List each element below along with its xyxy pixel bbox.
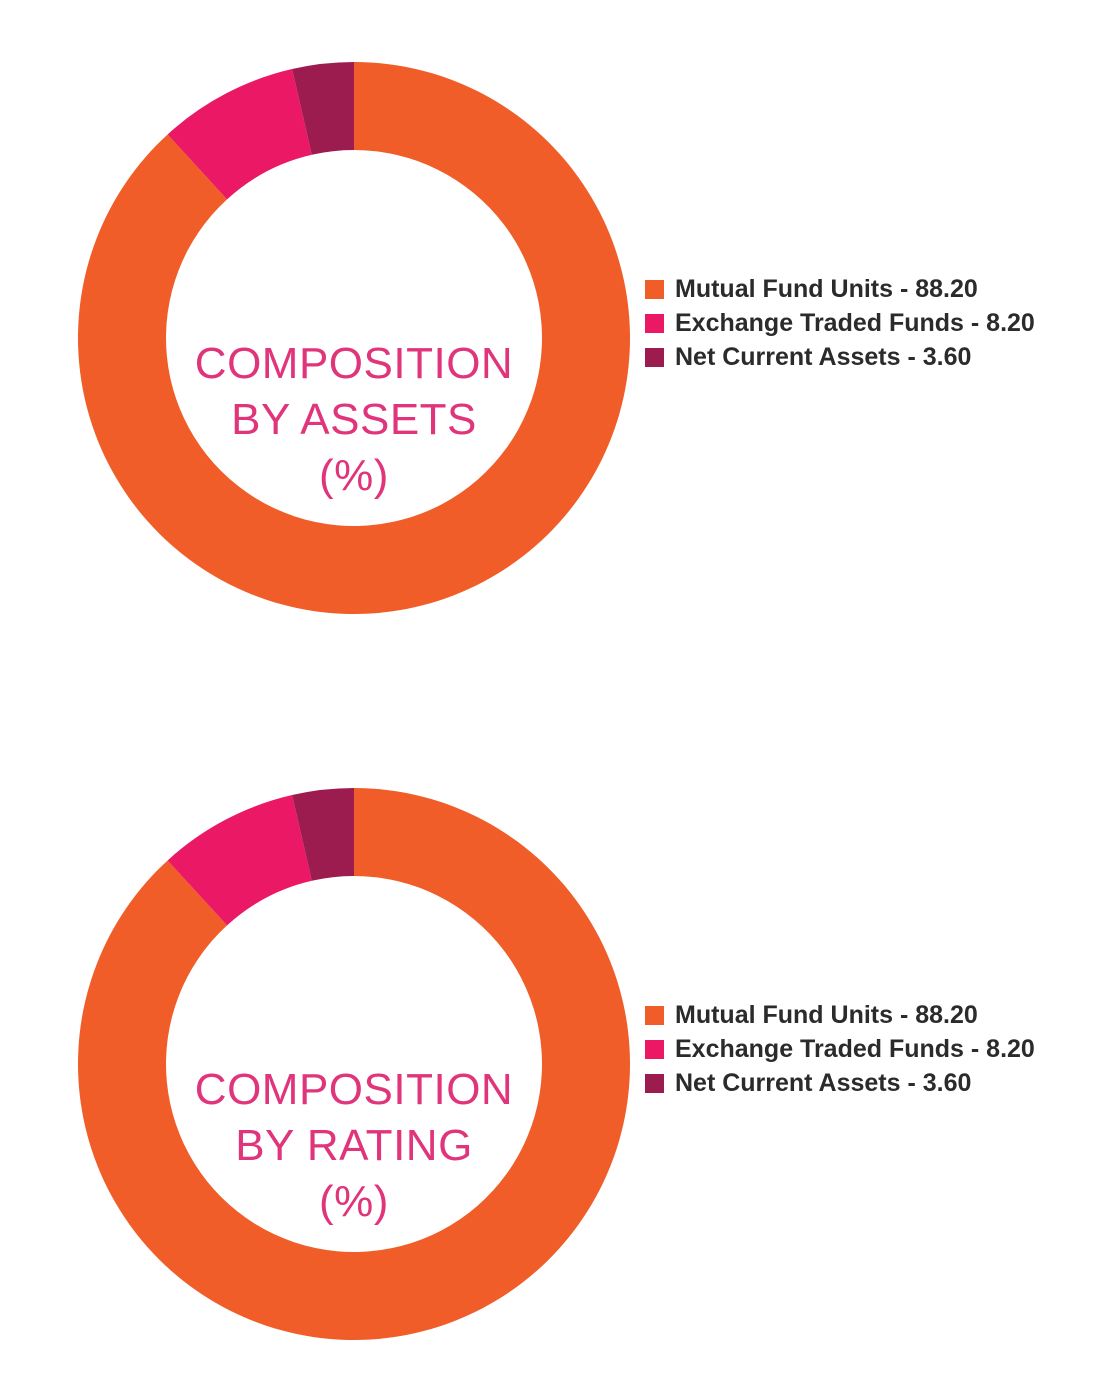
rating-chart-title: COMPOSITION BY RATING (%)	[158, 1062, 550, 1230]
assets-chart-title: COMPOSITION BY ASSETS (%)	[158, 336, 550, 504]
assets-legend-swatch-mutual-fund-units	[645, 279, 664, 299]
assets-legend-label-net-current-assets: Net Current Assets - 3.60	[675, 342, 972, 371]
assets-legend-label-exchange-traded-funds: Exchange Traded Funds - 8.20	[675, 308, 1035, 337]
assets-legend-swatch-exchange-traded-funds	[645, 313, 664, 333]
assets-slice-net-current-assets	[292, 62, 354, 155]
rating-slice-exchange-traded-funds	[167, 795, 312, 926]
composition-by-assets-chart: COMPOSITION BY ASSETS (%) Mutual Fund Un…	[0, 62, 1107, 622]
assets-slice-exchange-traded-funds	[167, 69, 312, 200]
assets-title-line-2: BY ASSETS	[231, 395, 477, 444]
assets-donut-chart	[77, 62, 631, 614]
rating-legend-label-mutual-fund-units: Mutual Fund Units - 88.20	[675, 1000, 978, 1029]
rating-legend-item-exchange-traded-funds: Exchange Traded Funds - 8.20	[645, 1032, 1035, 1066]
rating-legend-label-net-current-assets: Net Current Assets - 3.60	[675, 1068, 972, 1097]
rating-legend-swatch-mutual-fund-units	[645, 1005, 664, 1025]
rating-legend-swatch-net-current-assets	[645, 1073, 664, 1093]
rating-legend-swatch-exchange-traded-funds	[645, 1039, 664, 1059]
assets-legend-label-mutual-fund-units: Mutual Fund Units - 88.20	[675, 274, 978, 303]
rating-legend-item-mutual-fund-units: Mutual Fund Units - 88.20	[645, 998, 1035, 1032]
assets-legend-item-exchange-traded-funds: Exchange Traded Funds - 8.20	[645, 306, 1035, 340]
composition-by-rating-chart: COMPOSITION BY RATING (%) Mutual Fund Un…	[0, 788, 1107, 1348]
assets-legend-item-net-current-assets: Net Current Assets - 3.60	[645, 340, 1035, 374]
rating-legend-item-net-current-assets: Net Current Assets - 3.60	[645, 1066, 1035, 1100]
assets-slice-mutual-fund-units	[77, 62, 631, 614]
rating-title-line-1: COMPOSITION	[194, 1065, 514, 1114]
assets-legend-swatch-net-current-assets	[645, 347, 664, 367]
rating-slice-mutual-fund-units	[77, 788, 631, 1340]
assets-title-line-3: (%)	[319, 451, 389, 500]
assets-legend-item-mutual-fund-units: Mutual Fund Units - 88.20	[645, 272, 1035, 306]
rating-legend: Mutual Fund Units - 88.20 Exchange Trade…	[645, 998, 1035, 1100]
rating-title-line-2: BY RATING	[235, 1121, 473, 1170]
assets-title-line-1: COMPOSITION	[194, 339, 514, 388]
rating-legend-label-exchange-traded-funds: Exchange Traded Funds - 8.20	[675, 1034, 1035, 1063]
rating-title-line-3: (%)	[319, 1177, 389, 1226]
assets-legend: Mutual Fund Units - 88.20 Exchange Trade…	[645, 272, 1035, 374]
rating-donut-chart	[77, 788, 631, 1340]
rating-slice-net-current-assets	[292, 788, 354, 881]
